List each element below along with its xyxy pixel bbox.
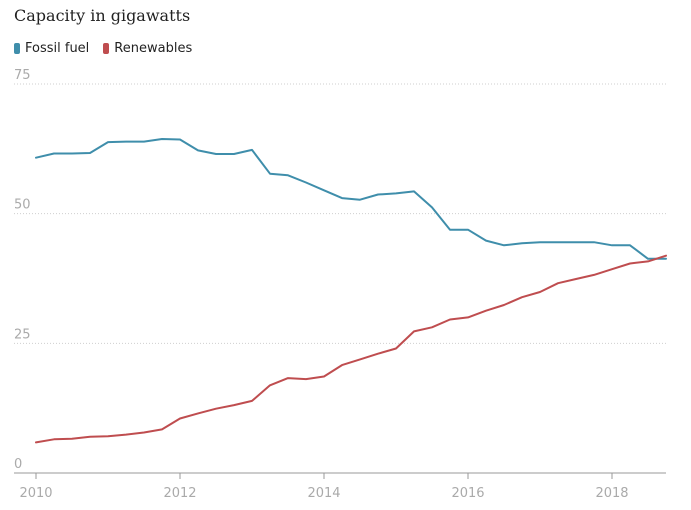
y-tick-label-25: 25 (14, 327, 31, 342)
legend-label-fossil-fuel: Fossil fuel (25, 41, 90, 56)
legend-label-renewables: Renewables (114, 41, 193, 56)
legend-item-fossil-fuel: Fossil fuel (14, 41, 89, 56)
y-tick-label-0: 0 (14, 457, 22, 472)
legend-swatch-renewables (103, 43, 110, 54)
x-tick-labels: 2010 2012 2014 2016 2018 (19, 473, 629, 501)
y-tick-labels: 0 25 50 75 (14, 68, 31, 472)
legend: Fossil fuel Renewables (14, 41, 192, 56)
x-tick-label-2014: 2014 (307, 486, 340, 501)
y-tick-label-75: 75 (14, 68, 31, 83)
legend-item-renewables: Renewables (103, 41, 192, 56)
series-lines (35, 138, 667, 444)
chart-title: Capacity in gigawatts (14, 6, 191, 25)
x-tick-label-2012: 2012 (163, 486, 196, 501)
x-tick-label-2010: 2010 (19, 486, 52, 501)
x-tick-label-2018: 2018 (595, 486, 628, 501)
series-line-fossil-fuel (35, 138, 667, 260)
series-line-renewables (35, 254, 667, 444)
legend-swatch-fossil-fuel (14, 43, 20, 54)
gridlines (14, 83, 666, 474)
y-tick-label-50: 50 (14, 198, 31, 213)
x-tick-label-2016: 2016 (451, 486, 484, 501)
